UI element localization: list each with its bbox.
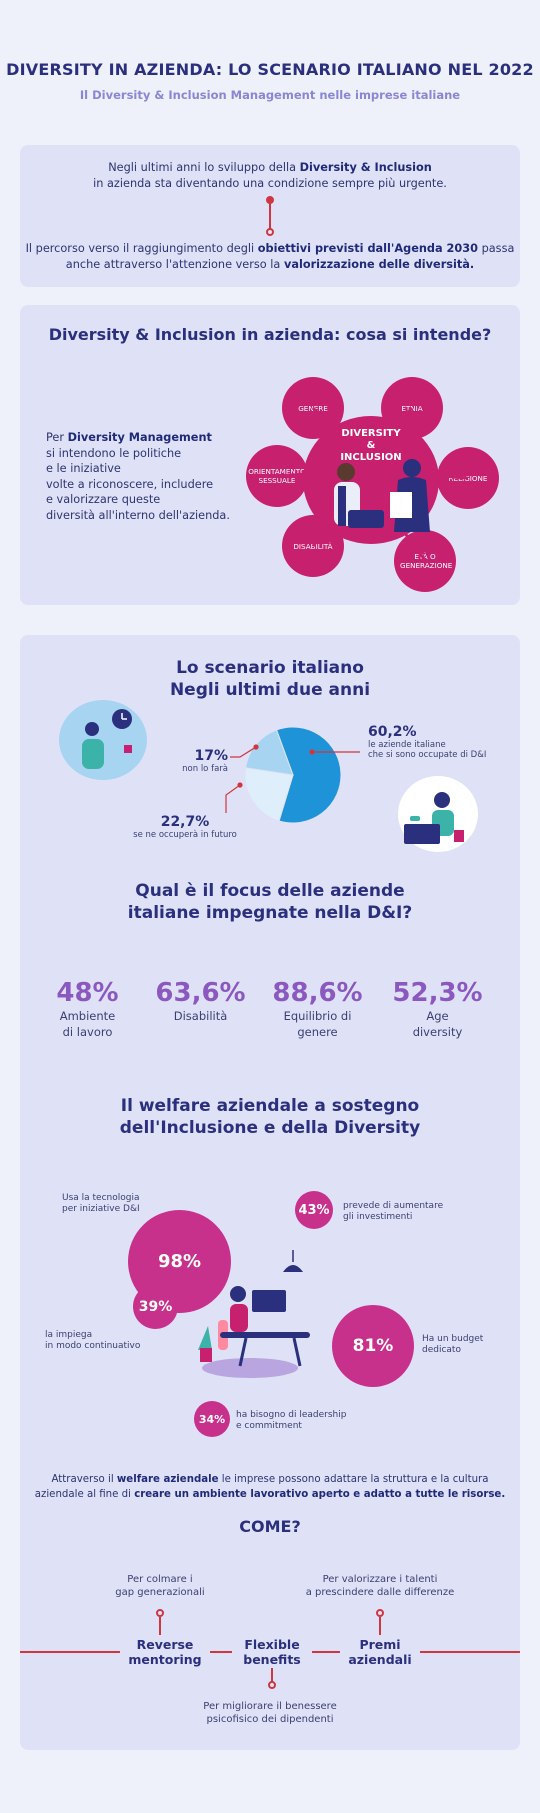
pie-slice-1 [275, 726, 342, 824]
intro-connector [269, 203, 271, 229]
scenario-pie-chart [244, 726, 342, 824]
bubble-81: 81% [332, 1305, 414, 1387]
welfare-heading: Il welfare aziendale a sostegno dell'Incl… [119, 1096, 421, 1138]
bubble-34: 34% [194, 1401, 230, 1437]
focus-heading: Qual è il focus delle aziende italiane im… [127, 881, 413, 923]
man-laptop-illustration [398, 776, 478, 852]
b98-label: Usa la tecnologia per iniziative D&I [62, 1193, 140, 1214]
intro-paragraph-2: Il percorso verso il raggiungimento degl… [25, 242, 515, 271]
focus-item-1: 48% Ambiente di lavoro [56, 978, 119, 1039]
di-definition-text: Per Diversity Management si intendono le… [46, 431, 230, 522]
focus-item-3: 88,6% Equilibrio di genere [272, 978, 363, 1039]
scenario-heading: Lo scenario italiano Negli ultimi due ann… [169, 658, 371, 700]
focus-item-2: 63,6% Disabilità [155, 978, 246, 1023]
come-dot-right [376, 1609, 384, 1617]
bubble-39: 39% [133, 1284, 178, 1329]
come-key-premi-aziendali: Premi aziendali [340, 1637, 420, 1667]
pie-connectors [225, 744, 360, 813]
pie-label-b: 17% non lo farà [182, 748, 228, 774]
page-title: DIVERSITY IN AZIENDA: LO SCENARIO ITALIA… [6, 60, 534, 79]
b34-label: ha bisogno di leadership e commitment [236, 1410, 347, 1431]
come-dot-bottom [268, 1681, 276, 1689]
b43-label: prevede di aumentare gli investimenti [343, 1201, 444, 1222]
welfare-paragraph: Attraverso il welfare aziendale le impre… [34, 1474, 506, 1500]
b81-label: Ha un budget dedicato [422, 1334, 484, 1355]
woman-clock-illustration [59, 700, 147, 780]
come-stem-right [379, 1617, 381, 1635]
come-heading: COME? [239, 1517, 301, 1536]
woman-desk-illustration [198, 1250, 310, 1378]
intro-connector-dot-end [266, 228, 274, 236]
come-key-reverse-mentoring: Reverse mentoring [120, 1637, 210, 1667]
bubble-orientamento: ORIENTAMENTO SESSUALE [246, 445, 308, 507]
b39-label: la impiega in modo continuativo [45, 1330, 141, 1351]
come-top-left-label: Per colmare i gap generazionali [115, 1574, 205, 1598]
come-dot-left [156, 1609, 164, 1617]
pie-label-c: 22,7% se ne occuperà in futuro [133, 814, 237, 840]
pie-slice-2 [244, 767, 294, 822]
bubble-43: 43% [295, 1191, 333, 1229]
focus-item-4: 52,3% Age diversity [392, 978, 483, 1039]
come-bottom-label: Per migliorare il benessere psicofisico d… [203, 1701, 337, 1725]
come-stem-bottom [271, 1668, 273, 1682]
bubble-eta: ETÀ O GENERAZIONE [394, 530, 456, 592]
intro-connector-dot [266, 196, 274, 204]
di-people-illustration [334, 459, 430, 532]
come-key-flexible-benefits: Flexible benefits [232, 1637, 312, 1667]
come-stem-left [159, 1617, 161, 1635]
page-subtitle: Il Diversity & Inclusion Management nell… [79, 88, 461, 102]
di-heading: Diversity & Inclusion in azienda: cosa s… [48, 325, 492, 344]
intro-paragraph-1: Negli ultimi anni lo sviluppo della Dive… [93, 161, 447, 190]
come-top-right-label: Per valorizzare i talenti a prescindere d… [305, 1574, 455, 1598]
pie-label-a: 60,2% le aziende italiane che si sono occ… [368, 724, 487, 760]
